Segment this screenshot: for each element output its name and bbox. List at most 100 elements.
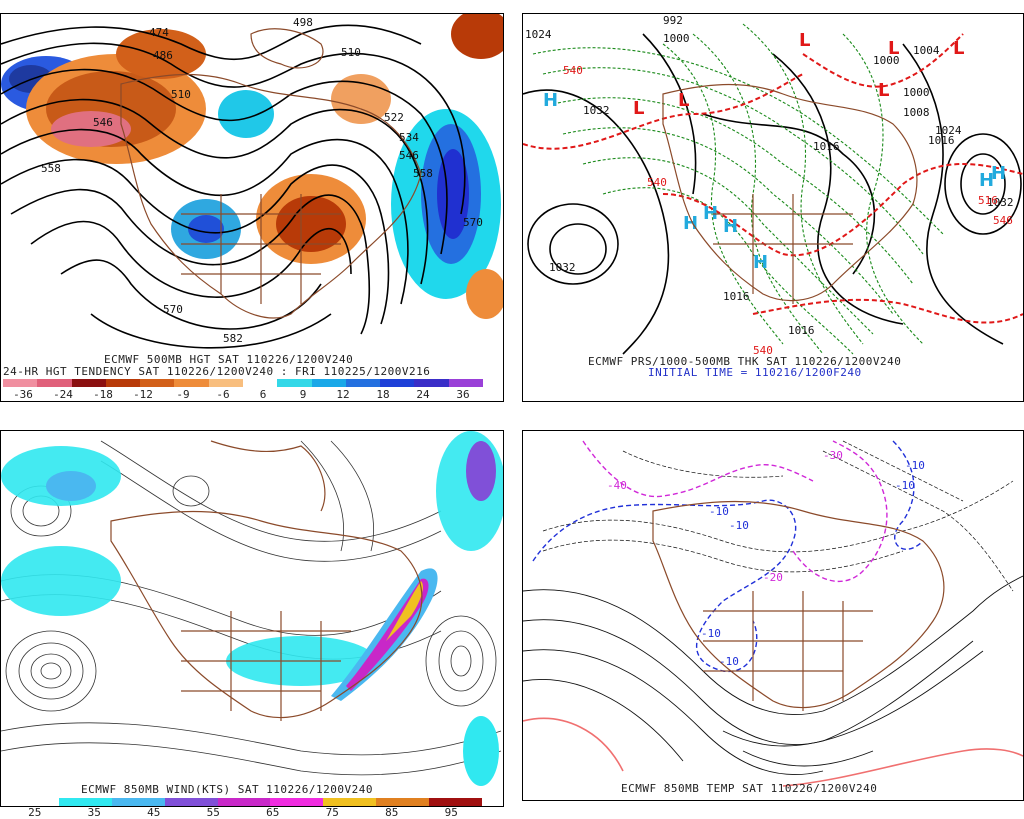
- colorbar-tick-label: -36: [13, 388, 33, 401]
- height-contours: [1, 24, 466, 349]
- positive-anomaly-central-us-core: [276, 196, 346, 252]
- contour-label-13: 546: [93, 116, 113, 129]
- colorbar-tick-label: -6: [216, 388, 230, 401]
- panel-pressure-thickness: 992 1000 1000 1000 1004 1008 1016 1016 1…: [522, 13, 1024, 402]
- colorbar-swatch: [105, 379, 141, 387]
- contour-label-10: 1032: [549, 261, 576, 274]
- negative-anomaly-alaska: [218, 90, 274, 138]
- colorbar-tick-label: -9: [176, 388, 190, 401]
- temperature-contours: [523, 575, 1023, 776]
- colorbar-swatch: [380, 379, 415, 387]
- wind-speed-shading: [1, 431, 503, 786]
- colorbar-tick-label: 75: [325, 806, 339, 819]
- contour-label-14: 1016: [788, 324, 815, 337]
- panel-850mb-wind: ECMWF 850MB WIND(KTS) SAT 110226/1200V24…: [0, 430, 504, 807]
- colorbar-tick-label: 6: [259, 388, 267, 401]
- contour-label-4: -10: [729, 519, 749, 532]
- colorbar-swatch: [414, 379, 449, 387]
- minus-twenty-isotherm: [582, 440, 888, 582]
- contour-label-13: 1016: [723, 290, 750, 303]
- colorbar-tick-label: 35: [87, 806, 101, 819]
- map-outlines: [110, 440, 423, 721]
- contour-label-6: 1016: [813, 140, 840, 153]
- colorbar-swatch: [174, 379, 209, 387]
- contour-label-12: 1032: [583, 104, 610, 117]
- contour-label-7: -10: [701, 627, 721, 640]
- contour-label-2: 498: [293, 16, 313, 29]
- colorbar-swatch: [448, 379, 483, 387]
- contour-label-17: 540: [753, 344, 773, 357]
- colorbar-tick-label: 65: [266, 806, 280, 819]
- contour-label-3: -10: [709, 505, 729, 518]
- cold-contours: [542, 440, 1014, 592]
- colorbar-tick-label: -18: [93, 388, 113, 401]
- colorbar-tick-label: 24: [416, 388, 430, 401]
- colorbar-tick-label: 85: [385, 806, 399, 819]
- warm-isotherm: [523, 717, 1023, 787]
- colorbar-tick-label: 95: [444, 806, 458, 819]
- contour-label-7: 546: [399, 149, 419, 162]
- contour-label-2: -20: [763, 571, 783, 584]
- colorbar-tick-labels: -36 -24 -18 -12 -9 -6 6 9 12 18 24 36: [3, 388, 483, 401]
- colorbar-swatch: [345, 379, 381, 387]
- contour-label-19: 546: [993, 214, 1013, 227]
- contour-label-3: 510: [171, 88, 191, 101]
- map-850mb-temperature: -40 -30 -20 -10 -10 -10 -10 -10 -10: [523, 440, 1023, 787]
- contour-label-6: 534: [399, 131, 419, 144]
- contour-label-8: 1024: [525, 28, 552, 41]
- colorbar-tick-label: 12: [336, 388, 350, 401]
- map-outlines: [652, 500, 945, 711]
- contour-label-1: 486: [153, 49, 173, 62]
- contour-label-11: 570: [163, 303, 183, 316]
- contour-label-16: 540: [563, 64, 583, 77]
- colorbar-swatch: [6, 798, 59, 806]
- contour-label-7: 1016: [928, 134, 955, 147]
- colorbar-swatch: [376, 798, 430, 806]
- contour-label-9: 558: [413, 167, 433, 180]
- colorbar-swatch: [429, 798, 483, 806]
- colorbar-tick-label: 18: [376, 388, 390, 401]
- contour-label-10: 570: [463, 216, 483, 229]
- panel-500mb-height-tendency: 474 486 498 510 510 522 534 546 558 558 …: [0, 13, 504, 402]
- contour-label-0: 992: [663, 14, 683, 27]
- low-pressure-marker: L: [678, 90, 689, 111]
- contour-label-4: 1004: [913, 44, 940, 57]
- negative-anomaly-west-us-core: [188, 215, 224, 243]
- freezing-thickness-line: [523, 33, 1023, 324]
- contour-label-4: 510: [341, 46, 361, 59]
- contour-label-5: 1008: [903, 106, 930, 119]
- colorbar-swatch: [242, 379, 278, 387]
- positive-anomaly-atlantic-south: [466, 269, 503, 319]
- contour-label-2: 1000: [873, 54, 900, 67]
- caption-line-2: 24-HR HGT TENDENCY SAT 110226/1200V240 :…: [3, 365, 431, 378]
- low-pressure-marker: L: [799, 30, 810, 51]
- colorbar-height-tendency: [3, 379, 483, 387]
- contour-label-11: 1032: [987, 196, 1014, 209]
- high-pressure-marker: H: [703, 203, 718, 224]
- colorbar-tick-label: 36: [456, 388, 470, 401]
- colorbar-swatch: [311, 379, 346, 387]
- colorbar-tick-label: -12: [133, 388, 153, 401]
- minus-ten-isotherm: [532, 440, 924, 673]
- colorbar-tick-label: 45: [147, 806, 161, 819]
- contour-label-8: -10: [719, 655, 739, 668]
- high-pressure-marker: H: [979, 170, 994, 191]
- colorbar-swatch: [37, 379, 72, 387]
- colorbar-swatch: [164, 798, 218, 806]
- colorbar-swatch: [71, 379, 106, 387]
- contour-label-1: -30: [823, 449, 843, 462]
- low-pressure-marker: L: [888, 38, 899, 59]
- caption-line-1: ECMWF 850MB WIND(KTS) SAT 110226/1200V24…: [81, 783, 374, 796]
- high-pressure-marker: H: [753, 252, 768, 273]
- positive-anomaly-northeast: [451, 14, 503, 59]
- isobars: [523, 33, 1022, 355]
- positive-anomaly-north: [116, 29, 206, 79]
- colorbar-swatch: [111, 798, 165, 806]
- contour-label-18: 516: [978, 194, 998, 207]
- contour-label-12: 582: [223, 332, 243, 345]
- colorbar-swatch: [58, 798, 112, 806]
- panel-850mb-temperature: -40 -30 -20 -10 -10 -10 -10 -10 -10 ECMW…: [522, 430, 1024, 801]
- low-pressure-marker: L: [878, 80, 889, 101]
- high-pressure-marker: H: [543, 90, 558, 111]
- colorbar-swatch: [270, 798, 324, 806]
